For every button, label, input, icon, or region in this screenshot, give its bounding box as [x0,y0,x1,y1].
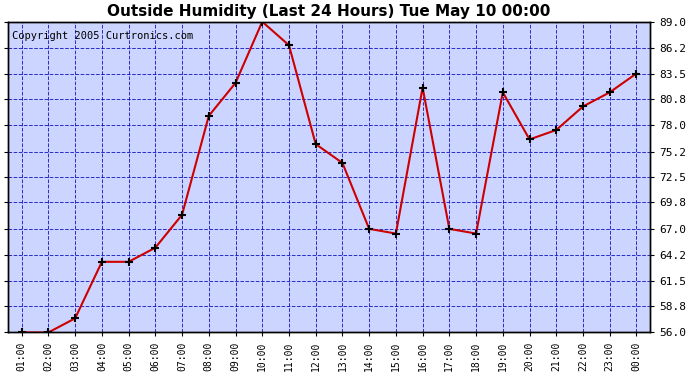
Title: Outside Humidity (Last 24 Hours) Tue May 10 00:00: Outside Humidity (Last 24 Hours) Tue May… [108,4,551,19]
Text: Copyright 2005 Curtronics.com: Copyright 2005 Curtronics.com [12,31,193,41]
